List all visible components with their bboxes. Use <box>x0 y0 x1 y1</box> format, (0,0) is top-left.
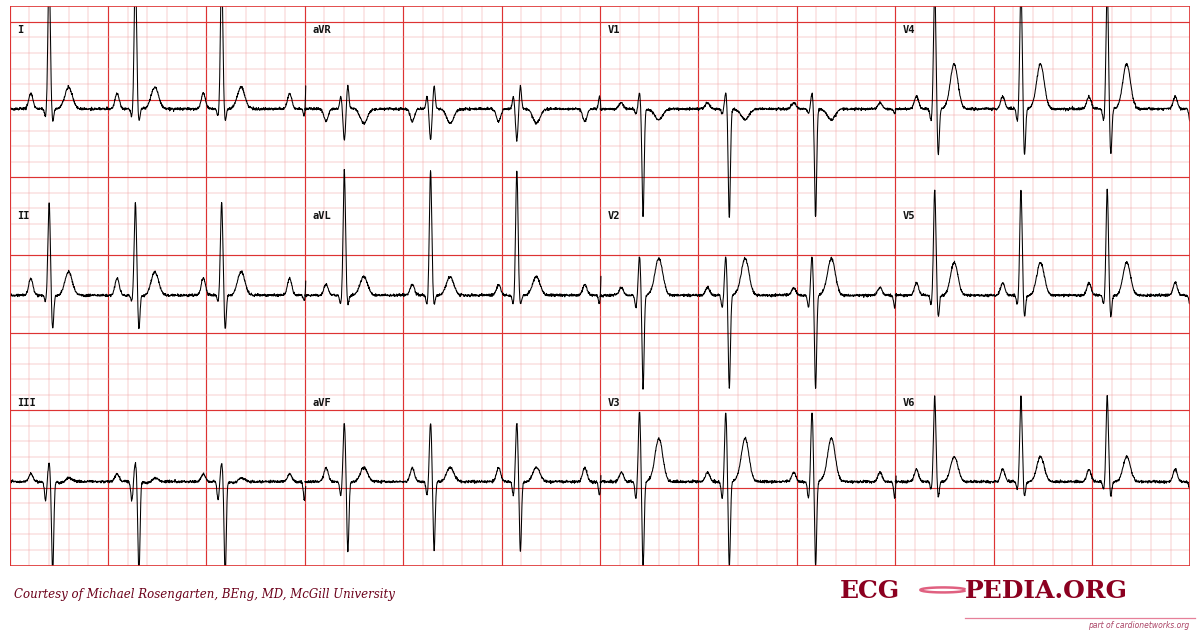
Text: PEDIA.ORG: PEDIA.ORG <box>965 580 1128 603</box>
Text: aVF: aVF <box>313 397 331 408</box>
Text: V1: V1 <box>608 25 620 35</box>
Text: ECG: ECG <box>840 580 900 603</box>
Text: part of cardionetworks.org: part of cardionetworks.org <box>1088 620 1189 629</box>
Text: V3: V3 <box>608 397 620 408</box>
Text: Courtesy of Michael Rosengarten, BEng, MD, McGill University: Courtesy of Michael Rosengarten, BEng, M… <box>14 588 395 601</box>
Text: V5: V5 <box>904 212 916 221</box>
Text: V4: V4 <box>904 25 916 35</box>
Text: aVL: aVL <box>313 212 331 221</box>
Text: I: I <box>18 25 24 35</box>
Text: aVR: aVR <box>313 25 331 35</box>
Text: V2: V2 <box>608 212 620 221</box>
Text: III: III <box>18 397 36 408</box>
Text: II: II <box>18 212 30 221</box>
Text: V6: V6 <box>904 397 916 408</box>
